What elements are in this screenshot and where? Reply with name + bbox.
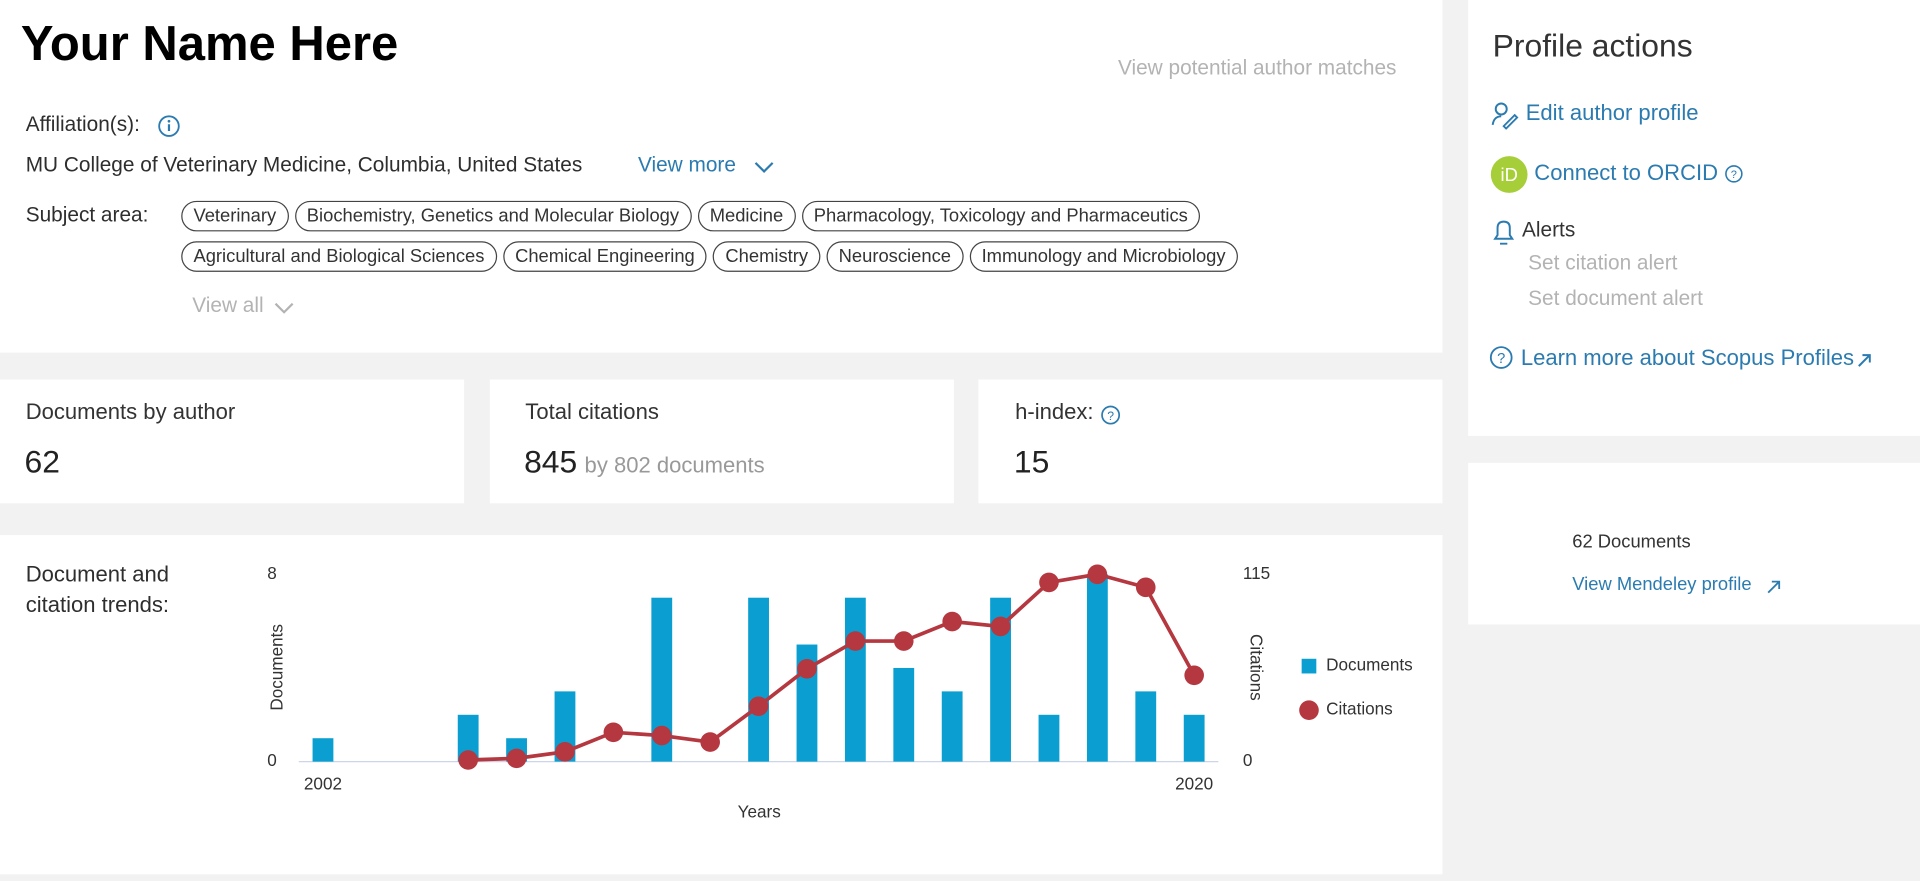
- bell-icon: [1493, 220, 1515, 245]
- document-alert-link[interactable]: Set document alert: [1528, 286, 1703, 310]
- metric-note: by 802 documents: [584, 453, 765, 478]
- orcid-icon[interactable]: iD: [1490, 156, 1528, 194]
- affiliation-text: MU College of Veterinary Medicine, Colum…: [25, 153, 583, 177]
- affiliation-label: Affiliation(s):: [25, 112, 140, 136]
- subject-area-label: Subject area:: [25, 203, 149, 227]
- view-all-link[interactable]: View all: [192, 293, 264, 318]
- learn-more-link[interactable]: Learn more about Scopus Profiles: [1520, 345, 1855, 370]
- external-arrow: [1858, 354, 1871, 367]
- metric-label: Documents by author: [25, 399, 236, 424]
- metric-value: 62: [24, 443, 60, 481]
- help-icon[interactable]: ?: [1723, 163, 1745, 185]
- metric-value-row: 845 by 802 documents: [524, 443, 765, 481]
- subject-tags: Veterinary Biochemistry, Genetics and Mol…: [181, 200, 1314, 272]
- metric-value: 15: [1013, 443, 1050, 481]
- info-icon[interactable]: [157, 114, 181, 138]
- metric-label: h-index:: [1015, 399, 1094, 424]
- svg-text:?: ?: [1497, 351, 1505, 367]
- subject-tag[interactable]: Biochemistry, Genetics and Molecular Bio…: [294, 200, 692, 232]
- subject-tag[interactable]: Immunology and Microbiology: [969, 241, 1238, 272]
- orcid-link[interactable]: Connect to ORCID: [1534, 160, 1719, 185]
- subject-tag[interactable]: Pharmacology, Toxicology and Pharmaceuti…: [801, 200, 1201, 232]
- chevron-down[interactable]: [752, 157, 779, 179]
- metric-label: Total citations: [525, 399, 659, 424]
- help-icon[interactable]: ?: [1489, 345, 1516, 372]
- author-name: Your Name Here: [20, 17, 399, 72]
- chevron-down[interactable]: [272, 298, 296, 320]
- citation-alert-link[interactable]: Set citation alert: [1528, 251, 1678, 275]
- potential-matches-link[interactable]: View potential author matches: [1117, 56, 1397, 80]
- subject-tag[interactable]: Agricultural and Biological Sciences: [181, 241, 497, 272]
- mendeley-link[interactable]: View Mendeley profile: [1572, 574, 1752, 596]
- svg-text:?: ?: [1107, 409, 1114, 423]
- help-icon[interactable]: ?: [1100, 404, 1122, 426]
- subject-tag[interactable]: Chemical Engineering: [502, 241, 708, 272]
- metric-card: Documents by author 62: [0, 379, 465, 504]
- metric-value: 845: [524, 443, 578, 481]
- alerts-label: Alerts: [1522, 217, 1576, 242]
- subject-tag[interactable]: Medicine: [697, 200, 796, 232]
- edit-profile-link[interactable]: Edit author profile: [1525, 100, 1699, 125]
- subject-tag[interactable]: Neuroscience: [826, 241, 964, 272]
- svg-text:iD: iD: [1501, 164, 1518, 185]
- view-more-link[interactable]: View more: [637, 153, 736, 177]
- metric-card: Total citations 845 by 802 documents: [489, 379, 954, 504]
- chart-title: Document and citation trends:: [25, 562, 170, 618]
- author-panel: Your Name Here View potential author mat…: [0, 0, 1443, 353]
- external-arrow: [1767, 580, 1781, 594]
- metric-card: h-index: ? 15: [978, 379, 1443, 504]
- subject-tag[interactable]: Chemistry: [713, 241, 821, 272]
- mendeley-documents: 62 Documents: [1572, 531, 1691, 553]
- profile-actions-panel: Profile actions Edit author profile iD C…: [1468, 0, 1920, 436]
- svg-text:?: ?: [1731, 169, 1737, 181]
- mendeley-panel: 62 Documents View Mendeley profile: [1468, 462, 1920, 625]
- chart-panel: Document and citation trends:: [0, 535, 1443, 875]
- subject-tag[interactable]: Veterinary: [181, 200, 289, 232]
- panel-title: Profile actions: [1492, 26, 1693, 64]
- edit-icon[interactable]: [1490, 100, 1519, 130]
